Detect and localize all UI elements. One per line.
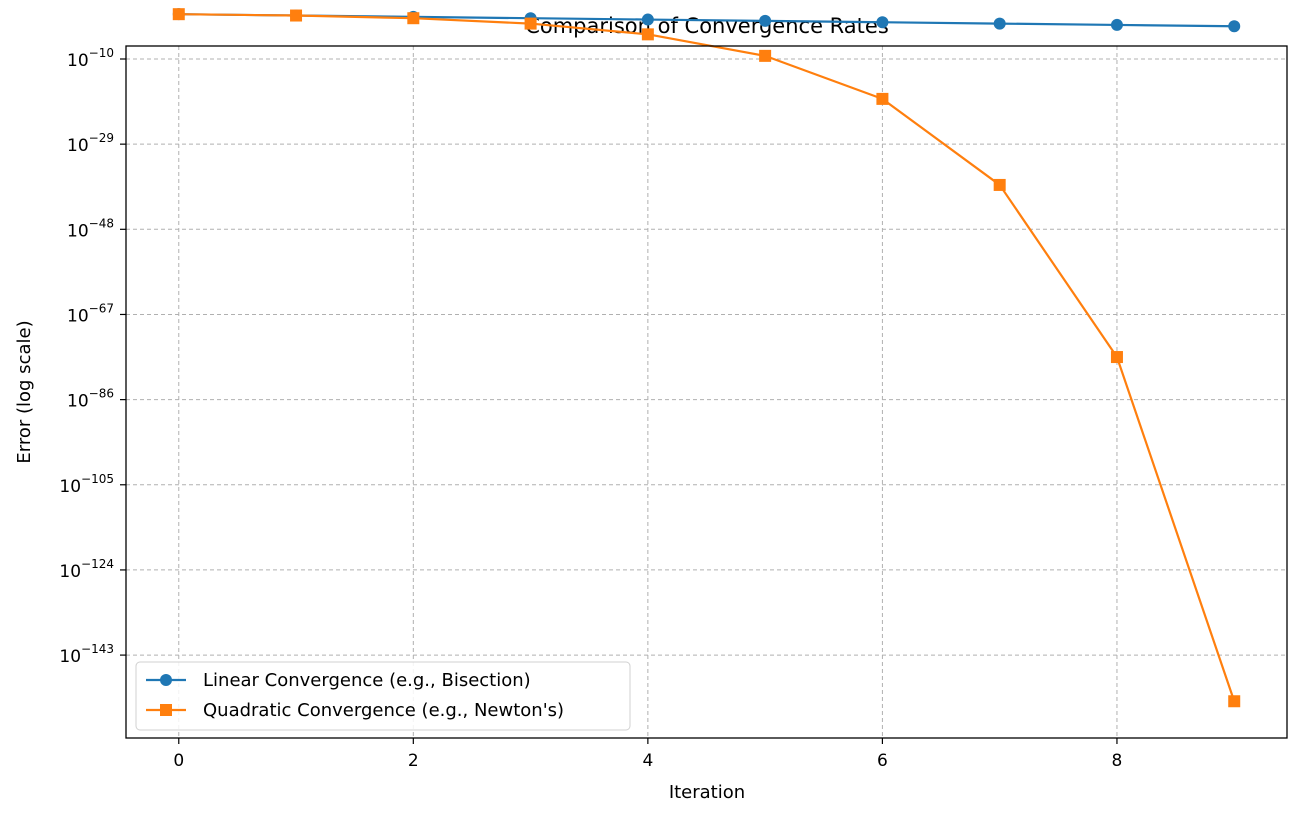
x-axis-ticks: 0 2 4 6 8	[173, 738, 1122, 771]
data-point	[1228, 20, 1241, 33]
y-tick-label: 10−48	[67, 216, 114, 241]
data-point	[1228, 695, 1241, 708]
y-tick-label: 10−86	[67, 387, 114, 412]
x-tick-label: 6	[877, 751, 888, 771]
data-point	[641, 13, 654, 26]
data-point	[524, 17, 537, 30]
series-layer	[172, 8, 1241, 708]
legend-item: Linear Convergence (e.g., Bisection)	[146, 670, 531, 691]
y-tick-label: 10−124	[59, 557, 114, 582]
data-point	[759, 14, 772, 27]
data-point	[876, 92, 889, 105]
legend-item: Quadratic Convergence (e.g., Newton's)	[146, 700, 564, 721]
data-point	[1110, 18, 1123, 31]
x-tick-label: 4	[642, 751, 653, 771]
data-point	[993, 17, 1006, 30]
series-2	[172, 8, 1241, 708]
data-point	[407, 12, 420, 25]
x-tick-label: 0	[173, 751, 184, 771]
data-point	[641, 28, 654, 41]
data-point	[172, 8, 185, 21]
data-point	[759, 49, 772, 62]
x-axis-label: Iteration	[669, 782, 745, 803]
legend-marker	[160, 704, 172, 716]
legend-box	[135, 661, 631, 731]
plot-frame	[125, 45, 1288, 739]
y-tick-label: 10−143	[59, 642, 114, 667]
data-point	[993, 178, 1006, 191]
grid-lines	[126, 46, 1287, 738]
y-axis-ticks: 10−10 10−29 10−48 10−67 10−86 10−105 10−124 10−…	[59, 46, 126, 667]
y-tick-label: 10−67	[67, 301, 114, 326]
x-tick-label: 8	[1112, 751, 1123, 771]
y-axis-label: Error (log scale)	[14, 320, 35, 463]
y-tick-label: 10−29	[67, 131, 114, 156]
y-tick-label: 10−10	[67, 46, 114, 71]
data-point	[1110, 351, 1123, 364]
data-point	[290, 9, 303, 22]
y-tick-label: 10−105	[59, 472, 114, 497]
chart-title: Comparison of Convergence Rates	[525, 14, 889, 38]
data-point	[876, 16, 889, 29]
legend-marker	[160, 674, 172, 686]
legend-label: Linear Convergence (e.g., Bisection)	[203, 670, 531, 691]
legend: Linear Convergence (e.g., Bisection) Quad…	[135, 661, 631, 731]
series-line	[178, 13, 1236, 702]
legend-label: Quadratic Convergence (e.g., Newton's)	[203, 700, 564, 721]
x-tick-label: 2	[408, 751, 419, 771]
